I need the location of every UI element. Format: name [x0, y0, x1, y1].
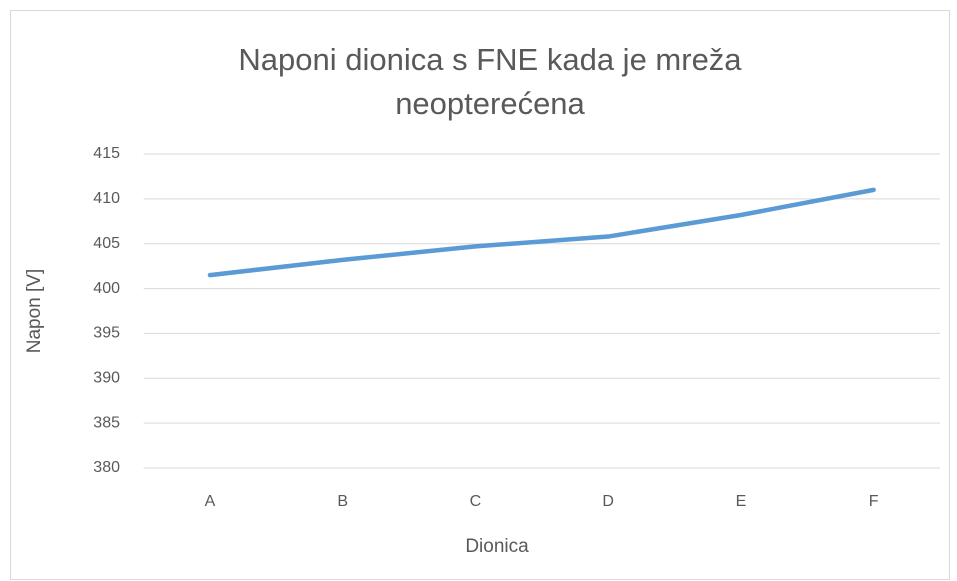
y-tick-label: 410: [93, 190, 120, 207]
x-tick-label: B: [337, 493, 348, 510]
y-tick-label: 380: [93, 459, 120, 476]
y-axis-label: Napon [V]: [24, 269, 45, 354]
x-tick-label: F: [869, 493, 879, 510]
y-tick-label: 400: [93, 280, 120, 297]
y-tick-label: 395: [93, 325, 120, 342]
x-tick-label: E: [736, 493, 747, 510]
x-tick-label: C: [470, 493, 482, 510]
x-axis-label: Dionica: [465, 536, 529, 557]
x-tick-label: A: [205, 493, 216, 510]
y-tick-label: 415: [93, 145, 120, 162]
y-tick-label: 405: [93, 235, 120, 252]
y-tick-label: 390: [93, 370, 120, 387]
chart-title: Naponi dionica s FNE kada je mreža neopt…: [238, 42, 742, 121]
x-tick-label: D: [602, 493, 614, 510]
y-tick-label: 385: [93, 414, 120, 431]
line-series: [207, 187, 876, 278]
chart-border: [10, 10, 950, 580]
